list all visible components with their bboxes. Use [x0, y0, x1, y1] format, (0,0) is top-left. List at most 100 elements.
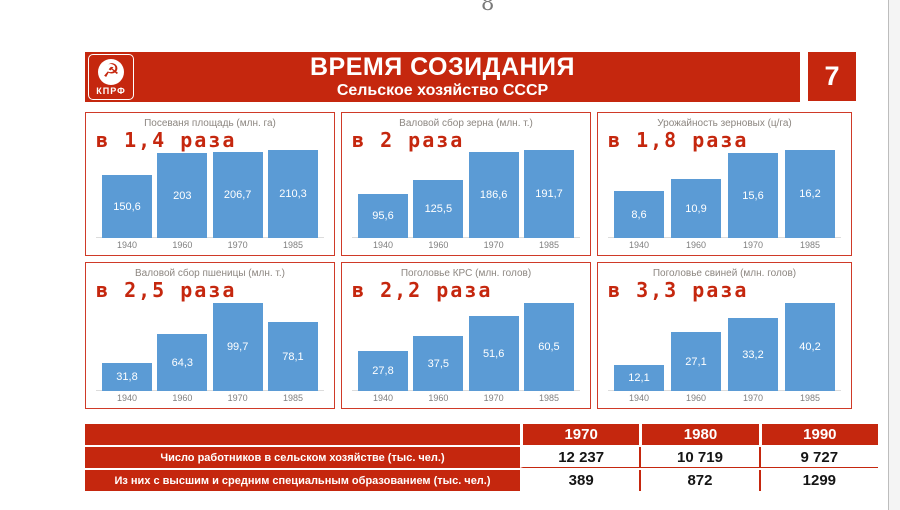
- bar-column: 203 1960: [157, 127, 208, 253]
- logo-label: КПРФ: [96, 85, 126, 96]
- axis-baseline: [608, 237, 841, 238]
- bar-column: 51,6 1970: [468, 277, 519, 406]
- bar: 40,2: [785, 303, 835, 391]
- table-value-cell: 872: [639, 470, 759, 491]
- bar-category-label: 1985: [538, 393, 559, 403]
- chart-cattle-stock: Поголовье КРС (млн. голов) в 2,2 раза 27…: [341, 262, 591, 409]
- bar-value-label: 31,8: [116, 371, 138, 383]
- bar-value-label: 210,3: [279, 188, 307, 200]
- growth-annotation: в 3,3 раза: [608, 278, 749, 302]
- bar: 33,2: [728, 318, 778, 391]
- bar-value-label: 15,6: [742, 189, 764, 202]
- bar: 64,3: [157, 334, 208, 391]
- bar-category-label: 1985: [799, 393, 821, 403]
- table-year-header: 1970: [520, 424, 640, 445]
- bar-category-label: 1960: [428, 393, 449, 403]
- bar-category-label: 1985: [538, 240, 559, 250]
- bar-value-label: 12,1: [628, 372, 650, 384]
- axis-baseline: [96, 390, 324, 391]
- chart-wheat-harvest: Валовой сбор пшеницы (млн. т.) в 2,5 раз…: [85, 262, 335, 409]
- bar-category-label: 1960: [172, 240, 193, 250]
- slide-subtitle: Сельское хозяйство СССР: [336, 81, 549, 99]
- table-row-label: Из них с высшим и средним специальным об…: [85, 470, 520, 491]
- chart-title: Валовой сбор зерна (млн. т.): [399, 118, 533, 129]
- bar-value-label: 191,7: [535, 188, 563, 200]
- growth-annotation: в 1,8 раза: [608, 128, 749, 152]
- bar-plot: 150,6 1940 203 1960 206,7 1970 210,3 1985: [94, 127, 326, 253]
- bar-column: 150,6 1940: [102, 127, 152, 253]
- bar-column: 12,1 1940: [614, 277, 664, 406]
- bar-value-label: 51,6: [482, 347, 505, 360]
- bar-column: 95,6 1940: [358, 127, 408, 253]
- bar: 27,8: [358, 351, 408, 391]
- slide-title: ВРЕМЯ СОЗИДАНИЯ: [309, 53, 575, 82]
- bar: 203: [157, 153, 208, 238]
- axis-baseline: [608, 390, 841, 391]
- bar-category-label: 1985: [799, 240, 821, 250]
- bar-category-label: 1940: [116, 240, 138, 250]
- bar-category-label: 1940: [628, 393, 650, 403]
- bar: 10,9: [671, 179, 721, 238]
- bar: 210,3: [267, 150, 318, 238]
- bar: 191,7: [523, 150, 574, 238]
- table-value-cell: 12 237: [520, 447, 640, 468]
- bar: 15,6: [728, 153, 778, 238]
- workers-stats-table: 1970 1980 1990 Число работников в сельском …: [85, 424, 878, 491]
- bar-category-label: 1970: [742, 240, 764, 250]
- bar-value-label: 78,1: [282, 350, 304, 363]
- chart-pig-stock: Поголовье свиней (млн. голов) в 3,3 раза…: [597, 262, 852, 409]
- chart-title: Урожайность зерновых (ц/га): [657, 118, 792, 129]
- bar-column: 191,7 1985: [523, 127, 574, 253]
- bar-value-label: 203: [173, 189, 192, 202]
- bar-column: 125,5 1960: [413, 127, 464, 253]
- bar: 37,5: [413, 336, 464, 391]
- chart-grain-harvest: Валовой сбор зерна (млн. т.) в 2 раза 95…: [341, 112, 591, 256]
- bar-column: 10,9 1960: [671, 127, 721, 253]
- bar: 8,6: [614, 191, 664, 238]
- page-number: 7: [808, 52, 856, 101]
- bar-value-label: 99,7: [226, 341, 249, 353]
- table-value-cell: 1299: [758, 470, 878, 491]
- bar-column: 186,6 1970: [468, 127, 519, 253]
- bar: 78,1: [267, 322, 318, 391]
- table-row-label: Число работников в сельском хозяйстве (т…: [85, 447, 520, 468]
- bar-column: 210,3 1985: [267, 127, 318, 253]
- bar-category-label: 1970: [742, 393, 764, 403]
- chart-sown-area: Посеваня площадь (млн. га) в 1,4 раза 15…: [85, 112, 335, 256]
- chart-title: Поголовье КРС (млн. голов): [400, 268, 532, 279]
- document-page-edge: [888, 0, 900, 510]
- growth-annotation: в 1,4 раза: [96, 128, 237, 152]
- bar-column: 64,3 1960: [157, 277, 208, 406]
- bar-value-label: 64,3: [171, 356, 194, 369]
- bar-value-label: 8,6: [631, 208, 647, 221]
- bar: 150,6: [102, 175, 152, 238]
- chart-title: Валовой сбор пшеницы (млн. т.): [135, 268, 285, 279]
- axis-baseline: [352, 390, 580, 391]
- bar: 51,6: [468, 316, 519, 391]
- bar-category-label: 1960: [685, 240, 707, 250]
- kprf-logo: ☭ КПРФ: [88, 54, 134, 100]
- bar: 12,1: [614, 365, 664, 391]
- bar-column: 31,8 1940: [102, 277, 152, 406]
- chart-grain-yield: Урожайность зерновых (ц/га) в 1,8 раза 8…: [597, 112, 852, 256]
- bar-value-label: 16,2: [799, 188, 821, 200]
- bar-column: 206,7 1970: [212, 127, 263, 253]
- bar-column: 60,5 1985: [523, 277, 574, 406]
- chart-title: Поголовье свиней (млн. голов): [652, 268, 797, 279]
- bar-category-label: 1970: [227, 240, 248, 250]
- bar-category-label: 1970: [483, 393, 504, 403]
- bar-column: 27,8 1940: [358, 277, 408, 406]
- table-year-header: 1980: [639, 424, 759, 445]
- hammer-sickle-icon: ☭: [98, 58, 124, 85]
- stray-page-text: 8: [481, 0, 495, 15]
- bar-column: 8,6 1940: [614, 127, 664, 253]
- axis-baseline: [352, 237, 580, 238]
- bar-column: 78,1 1985: [267, 277, 318, 406]
- bar-column: 33,2 1970: [728, 277, 778, 406]
- bar-value-label: 40,2: [799, 341, 821, 353]
- bar-category-label: 1970: [227, 393, 248, 403]
- bar-category-label: 1985: [282, 240, 303, 250]
- table-corner-cell: [85, 424, 520, 445]
- bar: 99,7: [212, 303, 263, 391]
